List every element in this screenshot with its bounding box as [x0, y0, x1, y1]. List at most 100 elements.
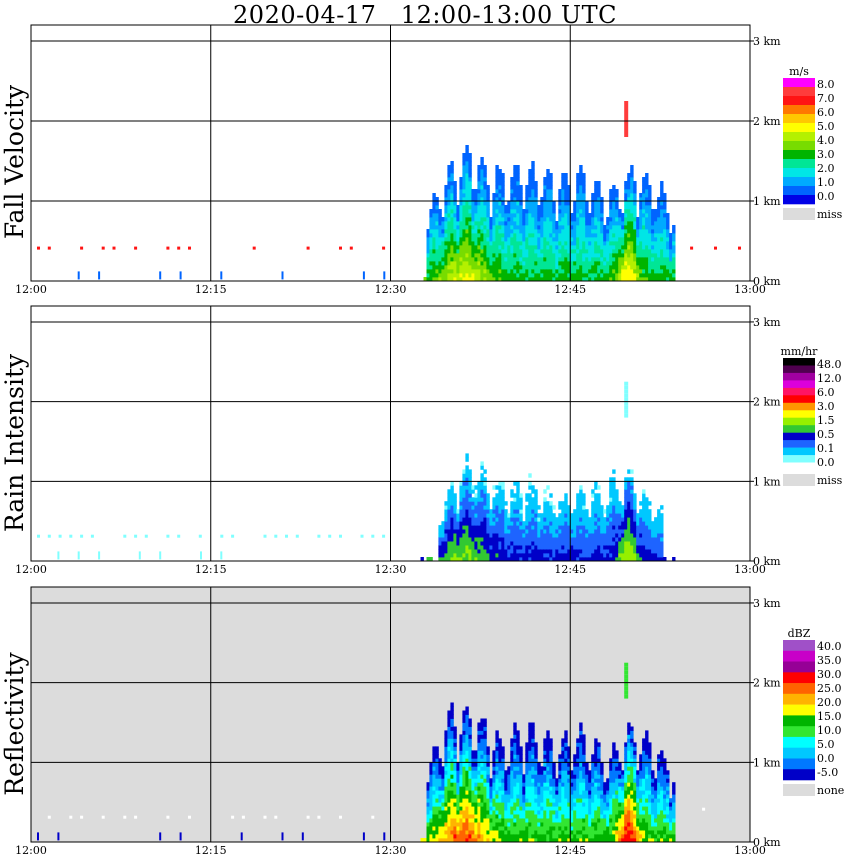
data-cell [666, 213, 670, 218]
data-cell [426, 810, 430, 815]
data-cell [594, 509, 598, 514]
data-cell [450, 497, 454, 502]
data-cell [555, 225, 559, 230]
data-cell [522, 838, 526, 843]
data-cell [480, 742, 484, 747]
data-cell [618, 521, 622, 526]
data-cell [441, 778, 445, 783]
data-cell [540, 774, 544, 779]
data-cell [546, 746, 550, 751]
data-cell [441, 822, 445, 827]
data-cell [486, 838, 490, 843]
data-cell [597, 213, 601, 218]
data-cell [474, 830, 478, 835]
data-cell [558, 269, 562, 274]
data-cell [633, 213, 637, 218]
data-cell [453, 533, 457, 538]
data-cell [612, 493, 616, 498]
data-cell [534, 838, 538, 843]
data-cell [519, 782, 523, 787]
data-cell [585, 201, 589, 206]
data-cell [429, 245, 433, 250]
data-cell [450, 794, 454, 799]
data-cell [546, 197, 550, 202]
data-cell [591, 778, 595, 783]
data-cell [657, 209, 661, 214]
data-cell [606, 830, 610, 835]
data-cell [555, 237, 559, 242]
data-cell [597, 549, 601, 554]
data-cell [663, 221, 667, 226]
data-cell [468, 786, 472, 791]
data-cell [558, 225, 562, 230]
data-cell [477, 529, 481, 534]
data-cell [501, 269, 505, 274]
data-cell [543, 501, 547, 506]
data-cell [567, 746, 571, 751]
data-cell [540, 269, 544, 274]
data-cell [648, 509, 652, 514]
data-cell [648, 549, 652, 554]
data-cell [525, 806, 529, 811]
data-cell [468, 726, 472, 731]
data-cell [591, 217, 595, 222]
data-cell [666, 217, 670, 222]
data-cell [429, 838, 433, 843]
data-cell [615, 537, 619, 542]
data-cell [516, 253, 520, 258]
data-cell [531, 830, 535, 835]
data-cell [564, 838, 568, 843]
data-cell [471, 261, 475, 266]
data-cell [447, 734, 451, 739]
data-cell [567, 517, 571, 522]
data-cell [582, 205, 586, 210]
data-cell [558, 782, 562, 787]
data-cell [651, 557, 655, 562]
data-cell [567, 770, 571, 775]
data-cell [444, 770, 448, 775]
data-cell [582, 241, 586, 246]
data-cell [465, 225, 469, 230]
data-cell [510, 505, 514, 510]
data-cell [483, 834, 487, 839]
data-cell [639, 553, 643, 558]
data-cell [507, 774, 511, 779]
data-cell [444, 553, 448, 558]
data-cell [501, 217, 505, 222]
data-cell [534, 794, 538, 799]
data-cell [528, 257, 532, 262]
colorbar-label: 0.1 [817, 442, 835, 455]
data-cell [450, 201, 454, 206]
data-cell [483, 273, 487, 278]
data-cell [462, 237, 466, 242]
data-cell [606, 513, 610, 518]
data-cell [543, 838, 547, 843]
data-cell [588, 245, 592, 250]
data-cell [525, 217, 529, 222]
data-cell [546, 782, 550, 787]
data-cell [492, 485, 496, 490]
data-cell [441, 545, 445, 550]
data-cell [447, 173, 451, 178]
data-cell [513, 181, 517, 186]
data-cell [531, 173, 535, 178]
data-cell [435, 245, 439, 250]
data-cell [594, 738, 598, 743]
data-cell [615, 497, 619, 502]
data-cell [474, 193, 478, 198]
data-cell [516, 774, 520, 779]
data-cell [582, 201, 586, 206]
data-cell [597, 209, 601, 214]
data-cell [645, 205, 649, 210]
data-cell [573, 221, 577, 226]
data-cell [486, 221, 490, 226]
data-cell [471, 533, 475, 538]
data-cell [459, 810, 463, 815]
data-cell [471, 193, 475, 198]
data-cell [543, 225, 547, 230]
data-cell [77, 551, 80, 560]
data-cell [531, 165, 535, 170]
data-cell [645, 529, 649, 534]
data-cell [585, 762, 589, 767]
data-cell [498, 533, 502, 538]
